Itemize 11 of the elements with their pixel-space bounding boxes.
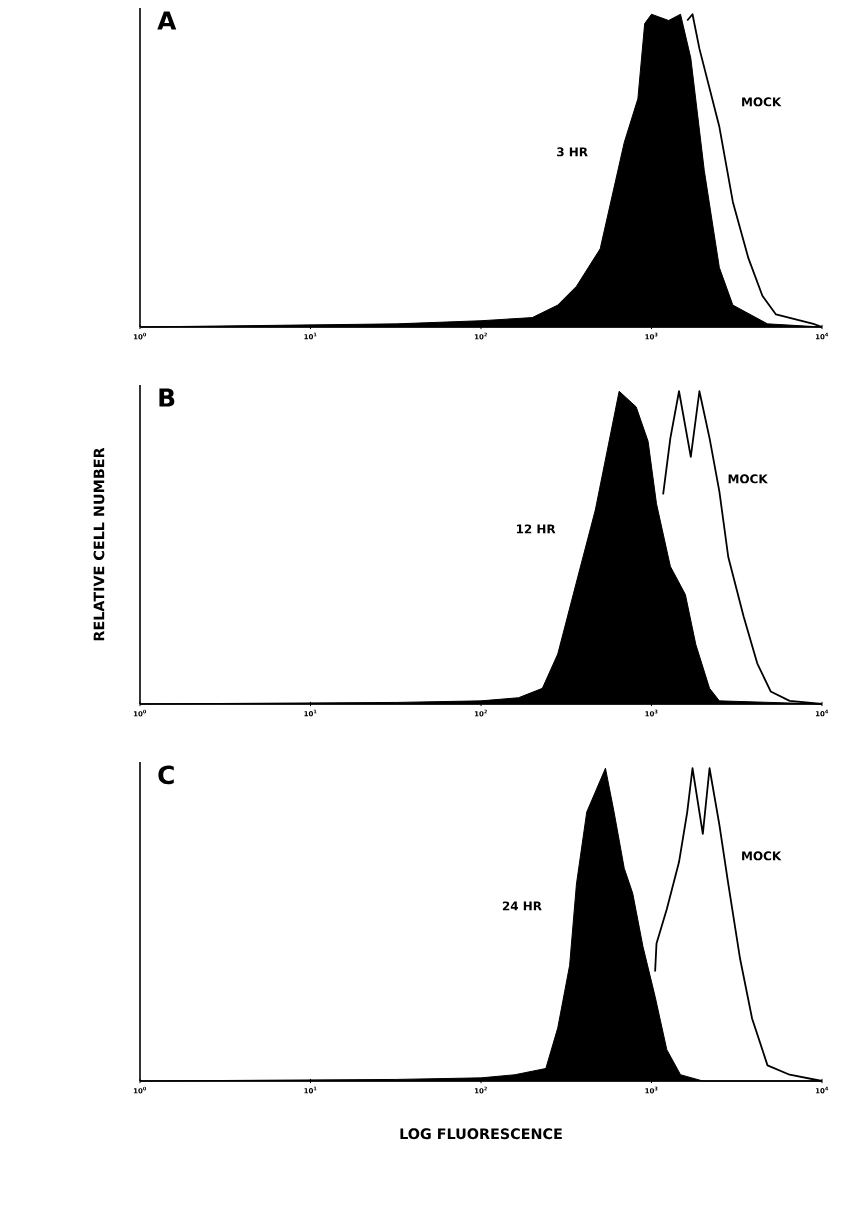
y-axis-title: RELATIVE CELL NUMBER [93, 447, 105, 641]
text: 12 HR [516, 524, 556, 534]
chart-title: C [158, 765, 174, 785]
chart-title: B [159, 388, 175, 407]
text: 3 HR [557, 147, 588, 157]
text: 24 HR [502, 901, 542, 911]
text: MOCK [742, 97, 782, 107]
series-label: MOCK [742, 851, 782, 861]
x-axis-title: LOG FLUORESCENCE [400, 1128, 562, 1140]
chart-title: A [157, 11, 177, 30]
series-label: MOCK [728, 474, 768, 484]
